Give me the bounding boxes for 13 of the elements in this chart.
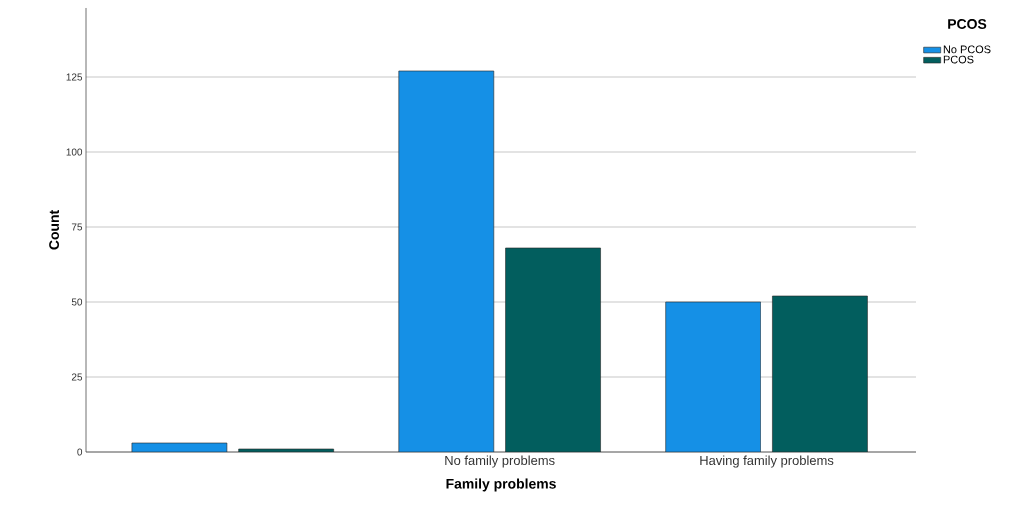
x-tick-label: No family problems	[445, 455, 555, 468]
y-axis-title: Count	[49, 210, 60, 250]
y-tick-label: 75	[71, 223, 83, 231]
y-tick-label: 125	[66, 73, 83, 81]
y-tick-label: 100	[66, 148, 83, 156]
x-tick-label: Having family problems	[700, 455, 834, 468]
legend-title: PCOS	[948, 19, 987, 29]
x-axis-title: Family problems	[446, 478, 556, 492]
y-tick-label: 25	[71, 373, 83, 381]
y-tick-label: 50	[71, 298, 83, 306]
legend-label: No PCOS	[943, 45, 991, 54]
legend-label: PCOS	[943, 55, 974, 64]
y-tick-label: 0	[77, 448, 83, 456]
